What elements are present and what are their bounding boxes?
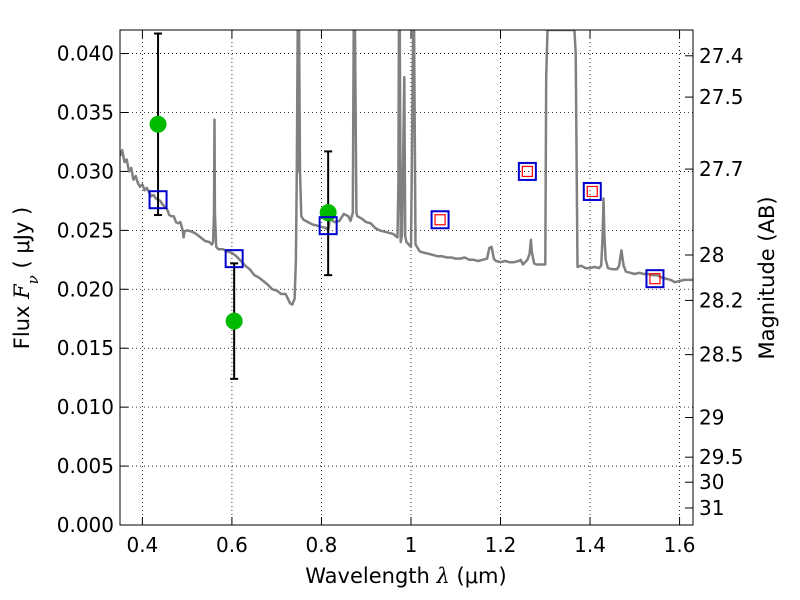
x-axis-symbol: λ (436, 564, 450, 588)
model-square (224, 249, 244, 269)
y-tick-label: 0.020 (57, 277, 114, 301)
x-tick-label: 0.6 (216, 533, 248, 557)
axis-ticks (120, 30, 693, 526)
observed-point (319, 204, 337, 222)
y2-axis-label: Magnitude (AB) (755, 196, 779, 359)
y-tick-label: 0.010 (57, 395, 114, 419)
model-square-inner (521, 165, 533, 178)
x-tick-label: 0.4 (126, 533, 158, 557)
x-tick-label: 1 (405, 533, 418, 557)
y2-tick-label: 28.2 (699, 288, 744, 312)
model-square-inner (649, 273, 661, 285)
grid-lines (120, 30, 693, 525)
y2-tick-label: 30 (699, 470, 724, 494)
y2-tick-label: 29 (699, 406, 724, 430)
model-squares (148, 161, 665, 289)
y2-tick-label: 28 (699, 243, 724, 267)
spectrum-series (120, 30, 693, 306)
y-tick-label: 0.040 (57, 42, 114, 66)
y2-tick-label: 27.4 (699, 44, 744, 68)
x-tick-label: 1.6 (664, 533, 696, 557)
y-axis-label: Flux Fν ( μJy ) (10, 207, 42, 349)
x-axis-label: Wavelength λ (μm) (305, 564, 506, 588)
model-square (430, 210, 450, 230)
model-square-inner (434, 214, 446, 226)
model-square (318, 216, 338, 236)
observed-point (225, 312, 243, 330)
x-tick-label: 1.4 (574, 533, 606, 557)
plot-frame (119, 29, 694, 526)
model-square-inner (586, 185, 598, 198)
model-square (517, 161, 537, 181)
error-bars (154, 32, 333, 380)
model-square (582, 181, 602, 201)
observed-point (149, 115, 167, 133)
y-tick-label: 0.030 (57, 159, 114, 183)
y-axis-symbol: F (10, 283, 34, 300)
x-tick-label: 0.8 (306, 533, 338, 557)
tick-labels: 0.4 0.6 0.8 1 1.2 1.4 1.6 0.000 0.005 0.010 0.015 0… (57, 42, 744, 557)
model-square (645, 269, 665, 289)
y2-tick-label: 28.5 (699, 343, 744, 367)
y2-tick-label: 31 (699, 496, 724, 520)
y-tick-label: 0.000 (57, 513, 114, 537)
x-tick-label: 1.2 (485, 533, 517, 557)
model-square (148, 190, 168, 210)
spectrum-line (120, 30, 693, 306)
y-axis-subscript: ν (24, 275, 42, 284)
y-tick-label: 0.025 (57, 218, 114, 242)
y2-tick-label: 27.7 (699, 157, 744, 181)
observed-points (149, 115, 337, 330)
y-tick-label: 0.005 (57, 454, 114, 478)
y-tick-label: 0.035 (57, 101, 114, 125)
y-tick-label: 0.015 (57, 336, 114, 360)
y2-tick-label: 29.5 (699, 445, 744, 469)
y2-tick-label: 27.5 (699, 85, 744, 109)
